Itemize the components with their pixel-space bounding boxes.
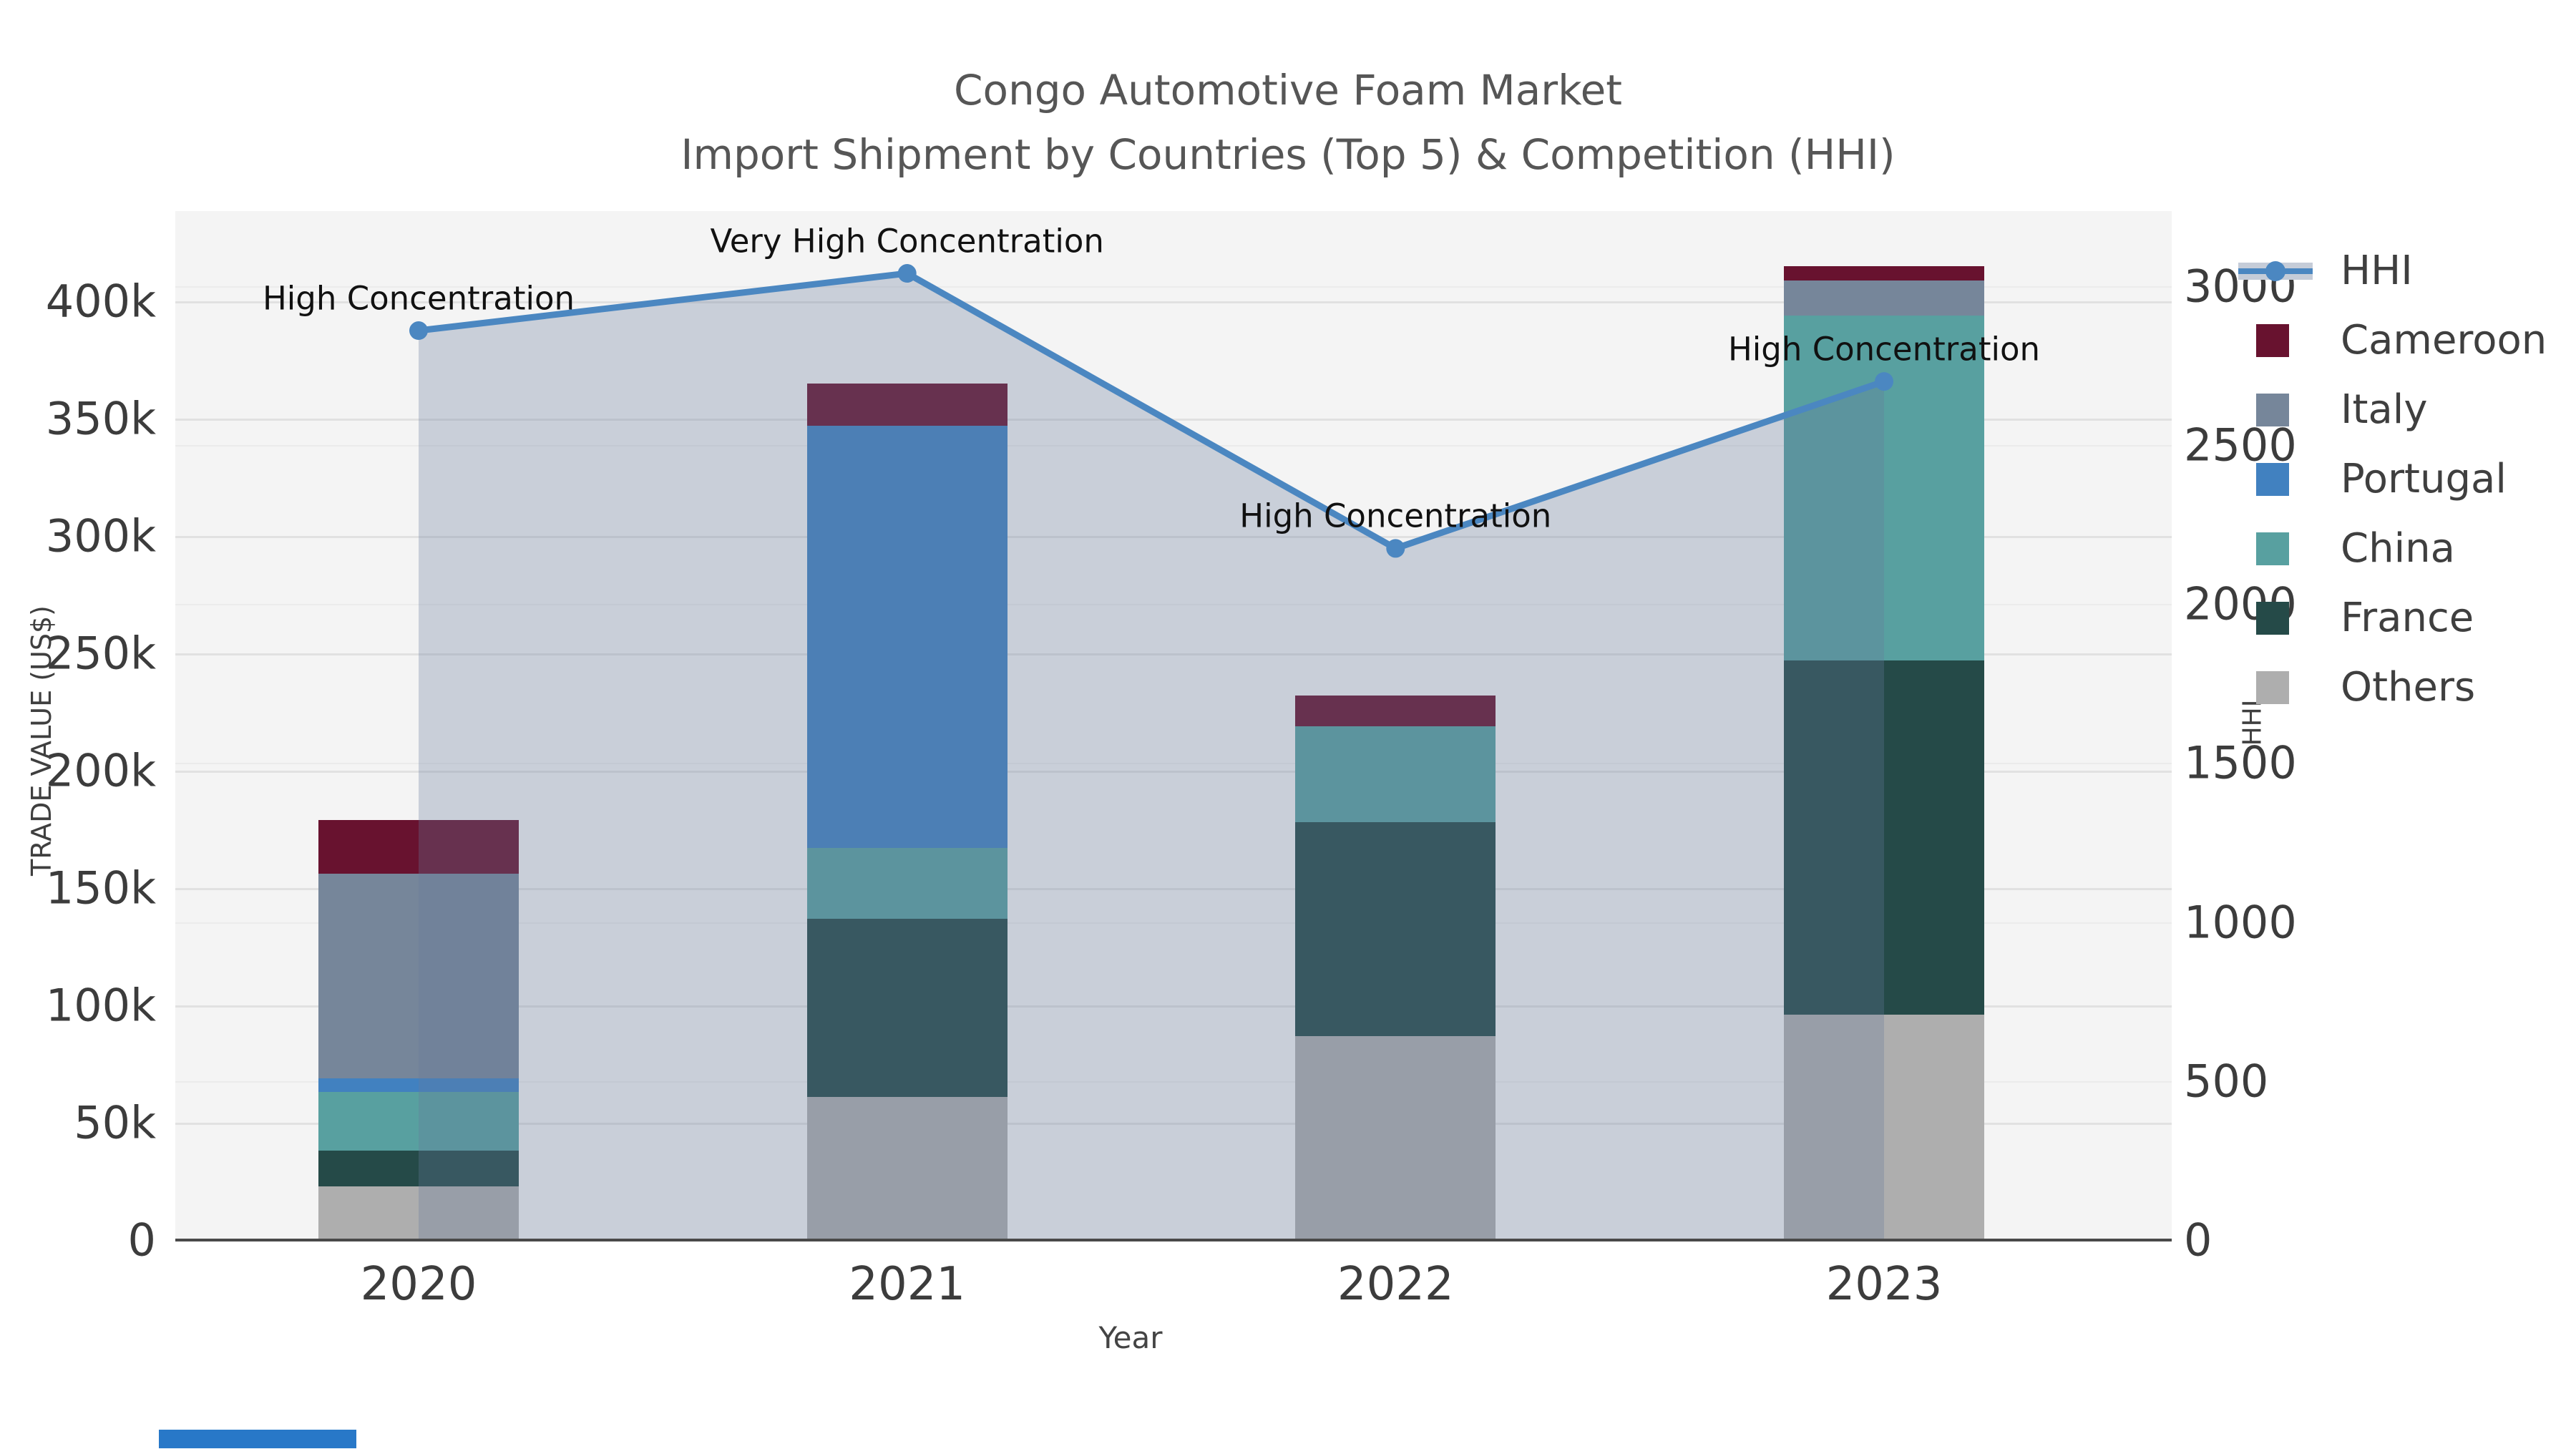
gridline-left xyxy=(175,1005,2172,1008)
bar-segment-france-2020 xyxy=(318,1151,519,1186)
bar-segment-china-2022 xyxy=(1295,726,1496,823)
y-left-tick-250k: 250k xyxy=(45,627,156,680)
annotation-2021: Very High Concentration xyxy=(710,222,1104,260)
bar-segment-cameroon-2021 xyxy=(806,383,1008,426)
bar-2023 xyxy=(1784,265,1984,1240)
legend-swatch-italy xyxy=(2256,393,2289,426)
hhi-line xyxy=(418,270,1885,552)
legend-item-others: Others xyxy=(2238,653,2547,722)
x-axis-title: Year xyxy=(1098,1320,1163,1355)
corner-strip xyxy=(159,1430,356,1448)
hhi-marker-2021 xyxy=(897,264,917,283)
y-right-tick-1500: 1500 xyxy=(2184,736,2297,789)
gridline-left xyxy=(175,888,2172,890)
legend-label-france: France xyxy=(2341,595,2474,641)
hhi-marker-2022 xyxy=(1386,539,1405,558)
hhi-marker-2020 xyxy=(409,321,428,341)
legend-swatch-china xyxy=(2256,532,2289,565)
bar-segment-italy-2020 xyxy=(318,874,519,1078)
annotation-2020: High Concentration xyxy=(262,279,575,318)
bar-segment-portugal-2020 xyxy=(318,1078,519,1093)
legend-item-china: China xyxy=(2238,514,2547,583)
x-tick-2023: 2023 xyxy=(1825,1258,1943,1311)
y-left-tick-400k: 400k xyxy=(45,275,156,328)
bar-segment-cameroon-2022 xyxy=(1295,696,1496,726)
legend-item-france: France xyxy=(2238,583,2547,653)
legend-marker-wrap xyxy=(2238,393,2321,426)
gridline-right xyxy=(175,604,2172,606)
legend-swatch-portugal xyxy=(2256,462,2289,496)
gridline-right xyxy=(175,1080,2172,1083)
x-axis-line xyxy=(175,1239,2172,1241)
bar-segment-others-2020 xyxy=(318,1186,519,1240)
y-left-tick-50k: 50k xyxy=(74,1096,156,1149)
bar-segment-italy-2023 xyxy=(1784,280,1984,316)
y-left-tick-150k: 150k xyxy=(45,862,156,914)
bar-2022 xyxy=(1295,696,1496,1240)
bar-2020 xyxy=(318,819,519,1240)
gridline-left xyxy=(175,1123,2172,1125)
legend-item-hhi: HHI xyxy=(2238,236,2547,306)
bar-segment-portugal-2021 xyxy=(806,425,1008,849)
bar-segment-cameroon-2020 xyxy=(318,819,519,874)
legend-item-italy: Italy xyxy=(2238,375,2547,444)
legend-label-portugal: Portugal xyxy=(2341,456,2507,502)
legend-marker-wrap xyxy=(2238,323,2321,357)
bar-segment-cameroon-2023 xyxy=(1784,265,1984,280)
x-tick-2021: 2021 xyxy=(849,1258,966,1311)
y-left-tick-350k: 350k xyxy=(45,392,156,445)
bar-2021 xyxy=(806,383,1008,1240)
legend-marker-wrap xyxy=(2238,532,2321,565)
gridline-right xyxy=(175,922,2172,924)
bar-segment-china-2021 xyxy=(806,848,1008,919)
bar-segment-china-2020 xyxy=(318,1092,519,1151)
x-tick-2020: 2020 xyxy=(360,1258,477,1311)
gridline-left xyxy=(175,653,2172,655)
annotation-2022: High Concentration xyxy=(1239,497,1552,535)
bar-segment-france-2022 xyxy=(1295,822,1496,1036)
y-right-tick-500: 500 xyxy=(2184,1055,2269,1108)
legend-marker-wrap xyxy=(2238,260,2321,281)
y-left-tick-300k: 300k xyxy=(45,509,156,562)
y-right-tick-1000: 1000 xyxy=(2184,896,2297,949)
legend-label-others: Others xyxy=(2341,664,2476,711)
legend-marker-wrap xyxy=(2238,462,2321,496)
y-axis-left-title: TRADE VALUE (US$) xyxy=(26,605,57,876)
legend-item-portugal: Portugal xyxy=(2238,444,2547,514)
hhi-legend-marker xyxy=(2238,260,2313,281)
y-left-tick-200k: 200k xyxy=(45,744,156,797)
legend-label-italy: Italy xyxy=(2341,386,2428,433)
legend-swatch-cameroon xyxy=(2256,323,2289,357)
bar-segment-france-2021 xyxy=(806,918,1008,1097)
y-left-tick-100k: 100k xyxy=(45,979,156,1032)
legend-label-hhi: HHI xyxy=(2341,248,2413,294)
y-left-tick-0: 0 xyxy=(127,1214,156,1267)
legend-marker-wrap xyxy=(2238,601,2321,635)
chart-title-line1: Congo Automotive Foam Market xyxy=(953,66,1623,114)
bar-segment-others-2022 xyxy=(1295,1035,1496,1240)
gridline-right xyxy=(175,763,2172,765)
x-tick-2022: 2022 xyxy=(1337,1258,1454,1311)
legend-item-cameroon: Cameroon xyxy=(2238,306,2547,375)
legend-label-china: China xyxy=(2341,525,2455,572)
gridline-left xyxy=(175,771,2172,773)
bar-segment-others-2021 xyxy=(806,1096,1008,1240)
legend-swatch-others xyxy=(2256,670,2289,704)
chart-title-line2: Import Shipment by Countries (Top 5) & C… xyxy=(680,130,1896,179)
hhi-legend-dot xyxy=(2265,260,2285,281)
bar-segment-france-2023 xyxy=(1784,660,1984,1015)
legend-label-cameroon: Cameroon xyxy=(2341,317,2547,364)
y-right-tick-2500: 2500 xyxy=(2184,419,2297,472)
legend-marker-wrap xyxy=(2238,670,2321,704)
bar-segment-others-2023 xyxy=(1784,1015,1984,1240)
legend: HHI Cameroon Italy Portugal China France Other… xyxy=(2238,236,2547,722)
y-right-tick-0: 0 xyxy=(2184,1214,2212,1267)
annotation-2023: High Concentration xyxy=(1727,330,2041,369)
legend-swatch-france xyxy=(2256,601,2289,635)
